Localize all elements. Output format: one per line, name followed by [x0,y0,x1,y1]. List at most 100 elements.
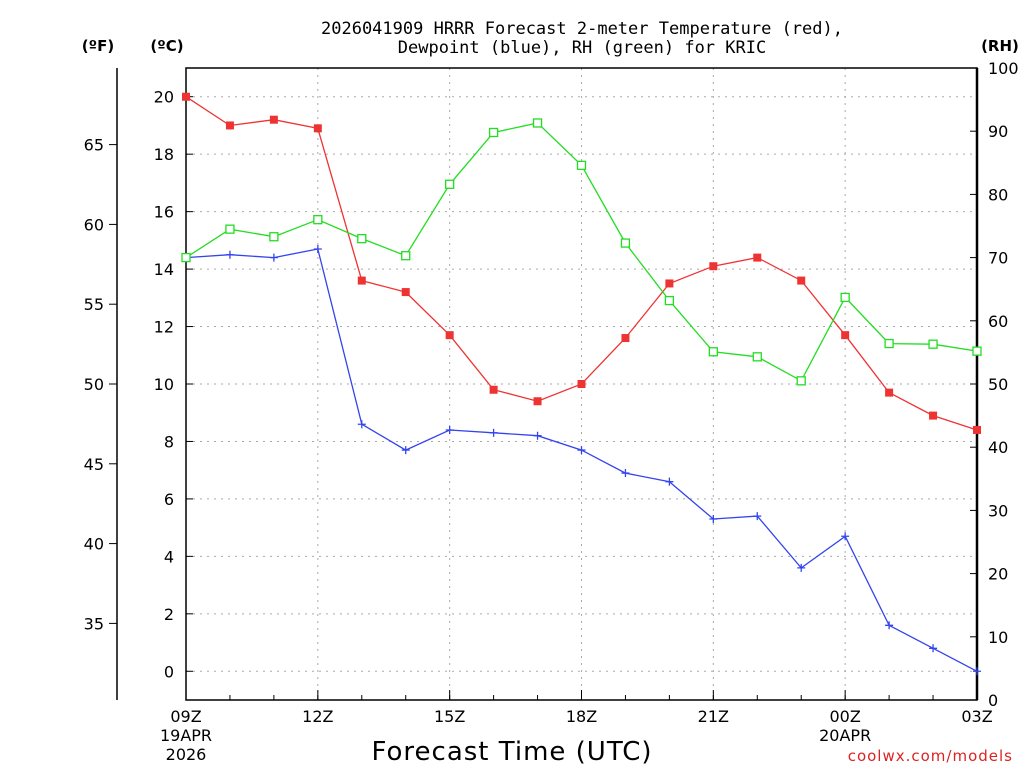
temperature-point [445,331,454,340]
fahrenheit-tick-label: 35 [84,614,104,633]
dewpoint-point [445,425,454,434]
rh-tick-label: 20 [988,565,1008,584]
celsius-tick-label: 2 [164,605,174,624]
fahrenheit-tick-label: 50 [84,375,104,394]
rh-point [620,238,631,248]
dewpoint-point [577,446,586,455]
rh-point [532,118,543,128]
celsius-tick-label: 12 [154,318,174,337]
rh-tick-label: 60 [988,312,1008,331]
series-layer [181,92,982,676]
rh-point [401,251,411,261]
dewpoint-point [709,515,718,524]
temperature-point [929,411,938,420]
dewpoint-point [313,244,322,253]
rh-tick-label: 10 [988,628,1008,647]
grid-lines [186,68,977,700]
time-tick-label: 09Z [170,707,201,726]
rh-point [313,215,323,225]
dewpoint-point [665,477,674,486]
temperature-point [182,92,190,101]
celsius-tick-label: 20 [154,88,174,107]
celsius-tick-label: 4 [164,547,174,566]
dewpoint-point [489,428,498,437]
unit-c-label: (ºC) [150,37,183,55]
rh-tick-label: 30 [988,501,1008,520]
rh-tick-label: 80 [988,185,1008,204]
temperature-point [313,124,322,133]
rh-point [708,347,718,357]
rh-point [225,224,235,234]
celsius-axis: 0 2 4 6 8 10 12 14 16 18 20 [154,88,193,681]
rh-tick-label: 70 [988,249,1008,268]
dewpoint-point [533,431,542,440]
temperature-point [401,288,410,297]
temperature-point [533,397,542,406]
fahrenheit-tick-label: 60 [84,215,104,234]
credit-label: coolwx.com/models [848,747,1013,765]
dewpoint-point [929,644,938,653]
rh-tick-label: 40 [988,438,1008,457]
dewpoint-point [401,446,410,455]
time-tick-label: 21Z [698,707,729,726]
temperature-point [577,380,586,388]
rh-point [269,232,279,242]
temperature-point [709,262,718,271]
rh-point [576,160,587,170]
rh-tick-label: 90 [988,122,1008,141]
chart-title-line2: Dewpoint (blue), RH (green) for KRIC [398,38,766,58]
rh-axis: 0 10 20 30 40 50 60 70 80 90 100 [970,59,1019,710]
rh-point [664,295,675,306]
rh-point [840,292,850,303]
unit-f-label: (ºF) [82,37,114,55]
rh-point [357,233,367,244]
rh-tick-label: 50 [988,375,1008,394]
rh-point [181,252,191,263]
temperature-point [621,334,630,343]
time-date-label: 20APR [819,726,871,745]
celsius-tick-label: 16 [154,203,174,222]
unit-rh-label: (RH) [981,37,1019,55]
celsius-tick-label: 0 [164,662,174,681]
dewpoint-point [357,420,366,429]
fahrenheit-tick-label: 65 [84,136,104,155]
rh-point [796,376,806,386]
celsius-tick-label: 6 [164,490,174,509]
time-tick-label: 00Z [830,707,861,726]
temperature-point [357,276,366,285]
time-tick-label: 15Z [434,707,465,726]
time-tick-label: 12Z [302,707,333,726]
time-date-label: 19APR [160,726,212,745]
rh-point [972,346,982,356]
time-tick-label: 03Z [961,707,992,726]
celsius-tick-label: 14 [154,260,174,279]
temperature-point [665,279,674,288]
dewpoint-point [885,621,894,630]
rh-point [752,352,762,362]
fahrenheit-axis: 35 40 45 50 55 60 65 [84,136,117,633]
temperature-point [753,253,762,262]
rh-tick-label: 0 [988,691,998,710]
dewpoint-point [841,532,850,541]
dewpoint-point [621,469,630,478]
dewpoint-point [797,563,806,572]
temperature-point [489,385,498,394]
celsius-tick-label: 18 [154,145,174,164]
time-year-label: 2026 [166,745,207,764]
rh-point [928,339,938,349]
dewpoint-point [269,253,278,262]
dewpoint-point [973,667,981,676]
dewpoint-point [225,250,234,259]
fahrenheit-tick-label: 45 [84,455,104,474]
temperature-point [885,388,894,397]
temperature-point [841,331,850,340]
temperature-point [225,121,234,130]
rh-point [445,179,455,189]
temperature-point [973,425,981,434]
chart-title-line1: 2026041909 HRRR Forecast 2-meter Tempera… [321,19,843,39]
celsius-tick-label: 10 [154,375,174,394]
fahrenheit-tick-label: 40 [84,535,104,554]
celsius-tick-label: 8 [164,432,174,451]
